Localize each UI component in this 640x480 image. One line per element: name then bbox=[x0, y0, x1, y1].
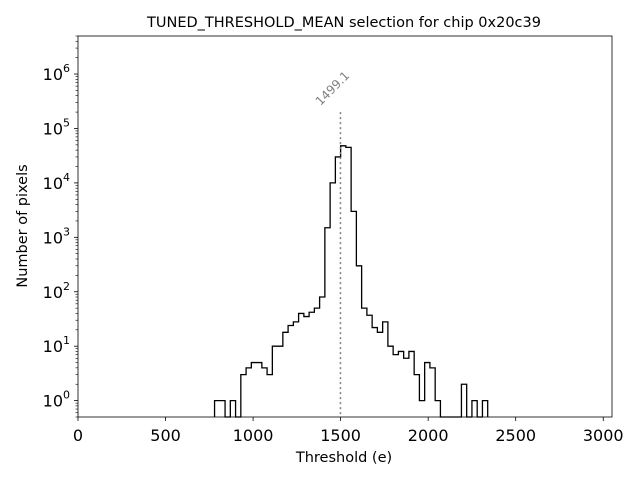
x-tick-label: 1500 bbox=[320, 426, 361, 445]
y-tick-label: 100 bbox=[43, 389, 70, 411]
x-axis: 0 500 1000 1500 2000 2500 3000 bbox=[73, 417, 624, 445]
histogram-series bbox=[213, 145, 489, 418]
x-tick-label: 500 bbox=[150, 426, 181, 445]
x-tick-label: 0 bbox=[73, 426, 83, 445]
y-tick-label: 101 bbox=[43, 334, 70, 356]
y-axis: 100 101 102 103 104 105 106 bbox=[43, 35, 78, 418]
y-tick-label: 106 bbox=[43, 62, 70, 84]
chart-title: TUNED_THRESHOLD_MEAN selection for chip … bbox=[146, 15, 541, 31]
y-tick-label: 102 bbox=[43, 280, 70, 302]
x-axis-label: Threshold (e) bbox=[295, 450, 392, 466]
y-axis-label: Number of pixels bbox=[15, 164, 31, 287]
y-tick-label: 103 bbox=[43, 225, 70, 247]
y-tick-label: 104 bbox=[43, 171, 70, 193]
x-tick-label: 2500 bbox=[495, 426, 536, 445]
x-tick-label: 1000 bbox=[233, 426, 274, 445]
x-tick-label: 2000 bbox=[408, 426, 449, 445]
y-tick-label: 105 bbox=[43, 116, 70, 138]
plot-frame bbox=[77, 35, 613, 418]
x-tick-label: 3000 bbox=[583, 426, 624, 445]
